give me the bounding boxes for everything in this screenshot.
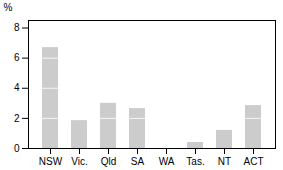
svg-text:NT: NT — [218, 156, 231, 167]
svg-text:ACT: ACT — [244, 156, 264, 167]
svg-text:Vic.: Vic. — [71, 156, 88, 167]
svg-text:8: 8 — [14, 22, 20, 33]
svg-text:WA: WA — [159, 156, 175, 167]
svg-text:SA: SA — [131, 156, 145, 167]
svg-text:6: 6 — [14, 52, 20, 63]
svg-text:NSW: NSW — [39, 156, 63, 167]
svg-text:0: 0 — [14, 143, 20, 154]
svg-text:%: % — [4, 2, 13, 13]
svg-text:2: 2 — [14, 113, 20, 124]
svg-text:Qld: Qld — [101, 156, 117, 167]
svg-text:Tas.: Tas. — [186, 156, 204, 167]
svg-text:4: 4 — [14, 82, 20, 93]
